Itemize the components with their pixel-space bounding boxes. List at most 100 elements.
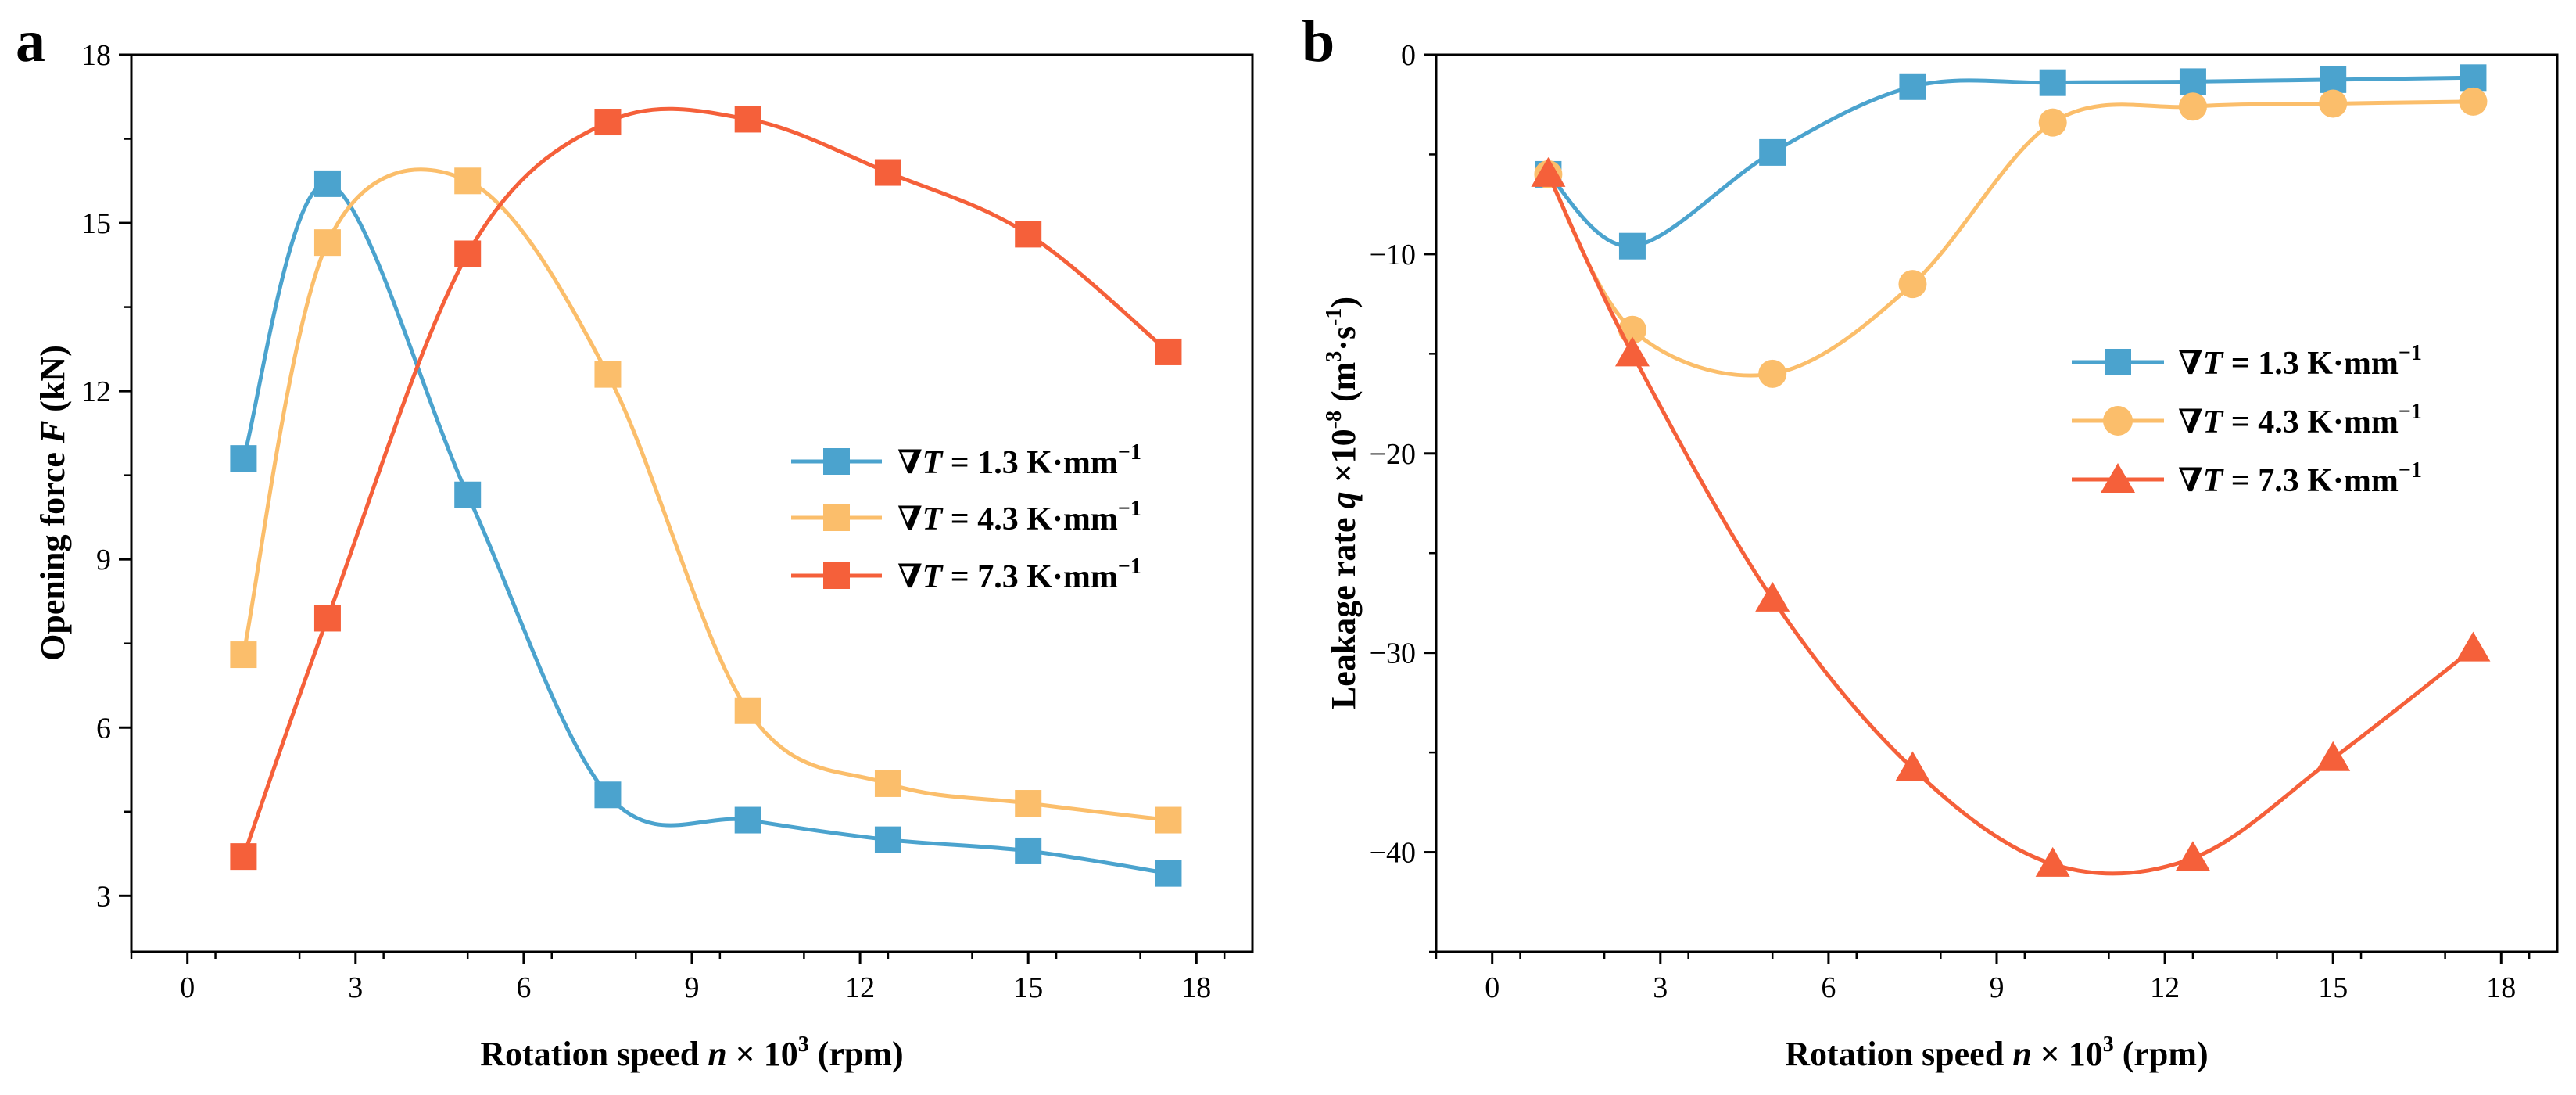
panel-a-series-2-point: [1155, 806, 1182, 834]
panel-b-x-tick-label: 0: [1485, 971, 1499, 1004]
panel-a: a 0 3 6 9 12 15 18 3 6 9 12 15 18 Opening force F (k…: [16, 9, 1254, 1073]
svg-text:∇T = 1.3 K·mm−1: ∇T = 1.3 K·mm−1: [2178, 341, 2422, 382]
panel-b-series-1: [1535, 64, 2487, 260]
panel-b-y-tick-label: 0: [1401, 39, 1416, 72]
panel-a-series-2-point: [313, 229, 341, 257]
panel-b-series-3-point: [1531, 156, 1566, 187]
panel-b-series-3-point: [2456, 631, 2491, 662]
panel-b-series-1-point: [2320, 66, 2347, 93]
panel-a-x-tick-label: 6: [516, 971, 531, 1004]
panel-a-series-1-point: [1155, 860, 1182, 887]
panel-a-y-tick-label: 18: [81, 39, 111, 72]
panel-b-label: b: [1302, 9, 1335, 74]
panel-b-legend-item-3: ∇T = 7.3 K·mm−1: [2072, 458, 2422, 499]
panel-a-series-3-point: [230, 843, 257, 871]
panel-a-series-1-point: [454, 481, 482, 508]
panel-a-series-2-point: [230, 641, 257, 669]
panel-b-series-3-point: [1755, 581, 1790, 612]
panel-a-series-1-point: [594, 781, 622, 809]
panel-a-y-tick-label: 6: [96, 712, 111, 745]
panel-b-series-3: [1531, 156, 2491, 877]
panel-a-x-tick-label: 0: [180, 971, 195, 1004]
panel-a-y-tick-label: 15: [81, 207, 111, 240]
panel-a-x-tick-label: 15: [1013, 971, 1043, 1004]
panel-b-series-1-point: [1899, 73, 1926, 100]
panel-b-y-tick-label: −40: [1370, 837, 1416, 870]
panel-a-y-tick-label: 3: [96, 880, 111, 913]
panel-b-series-1-point: [1618, 232, 1646, 260]
panel-b-x-axis-label: Rotation speed n × 103 (rpm): [1785, 1032, 2208, 1073]
panel-a-y-tick-label: 12: [81, 375, 111, 408]
panel-a-series-1-point: [1015, 837, 1042, 864]
panel-b-legend: ∇T = 1.3 K·mm−1 ∇T = 4.3 K·mm−1 ∇T = 7.3…: [2072, 341, 2422, 499]
panel-b-series-2-point: [2178, 92, 2207, 121]
panel-a-series-2: [230, 167, 1182, 834]
panel-b-series-2-point: [1758, 359, 1787, 388]
panel-a-series-2-point: [734, 697, 761, 724]
panel-b-series-3-point: [2316, 741, 2351, 771]
panel-a-label: a: [16, 9, 45, 74]
panel-b-series-3-point: [1614, 336, 1650, 367]
panel-b-y-axis-label: Leakage rate q ×10-8 (m3·s-1): [1322, 296, 1363, 709]
panel-b-series-3-line: [1546, 173, 2474, 876]
panel-b-series-2-line: [1546, 99, 2474, 378]
panel-b-x-tick-label: 15: [2318, 971, 2348, 1004]
panel-a-series-3-point: [1155, 338, 1182, 365]
svg-text:∇T = 1.3 K·mm−1: ∇T = 1.3 K·mm−1: [897, 440, 1141, 481]
panel-b-series-2-point: [2038, 108, 2067, 137]
panel-a-series-1-point: [874, 826, 901, 853]
svg-text:∇T = 7.3 K·mm−1: ∇T = 7.3 K·mm−1: [897, 555, 1141, 595]
panel-b-x-tick-label: 3: [1653, 971, 1668, 1004]
panel-a-series-3: [230, 106, 1182, 871]
panel-b-series-3-point: [2035, 846, 2070, 877]
svg-text:∇T = 7.3 K·mm−1: ∇T = 7.3 K·mm−1: [2178, 458, 2422, 499]
panel-b-plot-frame: [1435, 53, 2559, 953]
panel-a-series-2-point: [454, 167, 482, 195]
panel-b: b 0 3 6 9 12 15 18 0 −10 −20 −30 −40 Leakage rate q…: [1302, 9, 2559, 1073]
panel-a-series-1-point: [734, 806, 761, 834]
panel-b-series-3-point: [1895, 751, 1930, 781]
panel-b-series: [1531, 64, 2491, 877]
panel-b-y-tick-label: −20: [1370, 438, 1416, 471]
panel-a-series: [230, 106, 1182, 887]
panel-a-series-1: [230, 170, 1182, 887]
panel-a-x-tick-label: 3: [348, 971, 363, 1004]
panel-a-legend-item-3: ∇T = 7.3 K·mm−1: [791, 555, 1141, 595]
panel-b-series-1-point: [1759, 138, 1786, 166]
panel-a-legend-item-2: ∇T = 4.3 K·mm−1: [791, 497, 1141, 537]
panel-a-series-3-point: [454, 240, 482, 267]
panel-b-y-tick-label: −30: [1370, 637, 1416, 670]
panel-a-x-tick-label: 18: [1181, 971, 1211, 1004]
panel-a-series-3-point: [1015, 221, 1042, 248]
panel-a-series-3-point: [734, 106, 761, 133]
panel-a-series-2-point: [874, 770, 901, 797]
panel-a-series-1-point: [313, 170, 341, 197]
panel-a-series-3-point: [874, 159, 901, 186]
svg-text:∇T = 4.3 K·mm−1: ∇T = 4.3 K·mm−1: [2178, 400, 2422, 440]
panel-a-y-tick-label: 9: [96, 544, 111, 576]
panel-b-series-1-point: [2039, 69, 2066, 96]
panel-a-series-2-point: [1015, 790, 1042, 817]
panel-a-x-tick-label: 9: [685, 971, 700, 1004]
panel-a-legend: ∇T = 1.3 K·mm−1 ∇T = 4.3 K·mm−1 ∇T = 7.3…: [791, 440, 1141, 595]
panel-a-series-3-point: [594, 109, 622, 136]
panel-a-x-tick-label: 12: [845, 971, 875, 1004]
panel-b-series-3-point: [2175, 841, 2210, 871]
panel-a-series-2-point: [594, 361, 622, 388]
panel-b-x-tick-label: 9: [1990, 971, 2005, 1004]
panel-b-axes: 0 3 6 9 12 15 18 0 −10 −20 −30 −40: [1370, 39, 2531, 1004]
panel-a-series-2-line: [241, 167, 1169, 823]
panel-b-x-tick-label: 12: [2150, 971, 2180, 1004]
panel-b-y-tick-label: −10: [1370, 239, 1416, 271]
panel-b-series-2: [1534, 87, 2488, 388]
svg-text:∇T = 4.3 K·mm−1: ∇T = 4.3 K·mm−1: [897, 497, 1141, 537]
panel-a-legend-item-1: ∇T = 1.3 K·mm−1: [791, 440, 1141, 481]
panel-b-series-1-line: [1546, 75, 2474, 249]
panel-b-series-2-point: [1898, 270, 1927, 299]
panel-a-x-axis-label: Rotation speed n × 103 (rpm): [480, 1032, 903, 1073]
panel-b-series-2-point: [2319, 89, 2348, 118]
panel-b-series-2-point: [2459, 87, 2488, 116]
panel-a-series-1-point: [230, 445, 257, 472]
panel-b-series-1-point: [2460, 64, 2487, 92]
